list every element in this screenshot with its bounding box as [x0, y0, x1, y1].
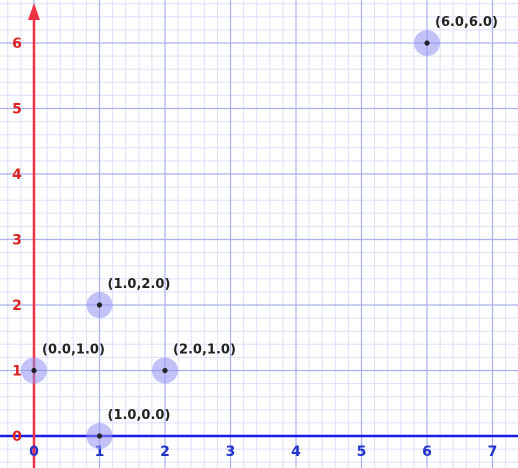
- y-tick-label: 6: [12, 36, 22, 52]
- x-tick-label: 1: [95, 444, 105, 460]
- point-label: (1.0,0.0): [108, 408, 171, 423]
- x-tick-label: 6: [422, 444, 432, 460]
- point-dot[interactable]: [31, 367, 37, 374]
- point-label: (6.0,6.0): [435, 15, 498, 30]
- y-tick-label: 2: [12, 298, 22, 314]
- y-tick-label: 4: [12, 167, 22, 183]
- x-tick-label: 5: [357, 444, 367, 460]
- x-tick-label: 0: [29, 444, 39, 460]
- axes: [0, 3, 518, 468]
- point-label: (1.0,2.0): [108, 277, 171, 292]
- y-tick-label: 5: [12, 102, 22, 118]
- point-dot[interactable]: [424, 40, 430, 46]
- y-tick-label: 1: [12, 364, 22, 380]
- x-tick-label: 7: [488, 444, 498, 460]
- data-point[interactable]: (1.0,0.0): [86, 408, 171, 449]
- data-point[interactable]: (0.0,1.0): [21, 343, 105, 384]
- data-point[interactable]: (2.0,1.0): [152, 343, 236, 384]
- points-layer[interactable]: (0.0,1.0) (1.0,2.0) (2.0,1.0) (1.0,0.0) (6.0…: [21, 15, 498, 449]
- point-dot[interactable]: [162, 367, 168, 374]
- x-tick-label: 3: [226, 444, 236, 460]
- tick-labels: 0 1 2 3 4 5 6 7 0 1 2 3 4 5 6: [12, 36, 497, 460]
- data-point[interactable]: (1.0,2.0): [86, 277, 171, 318]
- point-dot[interactable]: [96, 433, 103, 439]
- y-tick-label: 0: [12, 429, 22, 445]
- point-label: (0.0,1.0): [42, 343, 105, 358]
- y-tick-label: 3: [12, 233, 22, 249]
- data-point[interactable]: (6.0,6.0): [414, 15, 498, 56]
- y-axis-arrow-icon: [28, 3, 40, 20]
- x-tick-label: 4: [291, 444, 301, 460]
- point-label: (2.0,1.0): [173, 343, 236, 358]
- x-tick-label: 2: [160, 444, 170, 460]
- point-dot[interactable]: [96, 302, 103, 308]
